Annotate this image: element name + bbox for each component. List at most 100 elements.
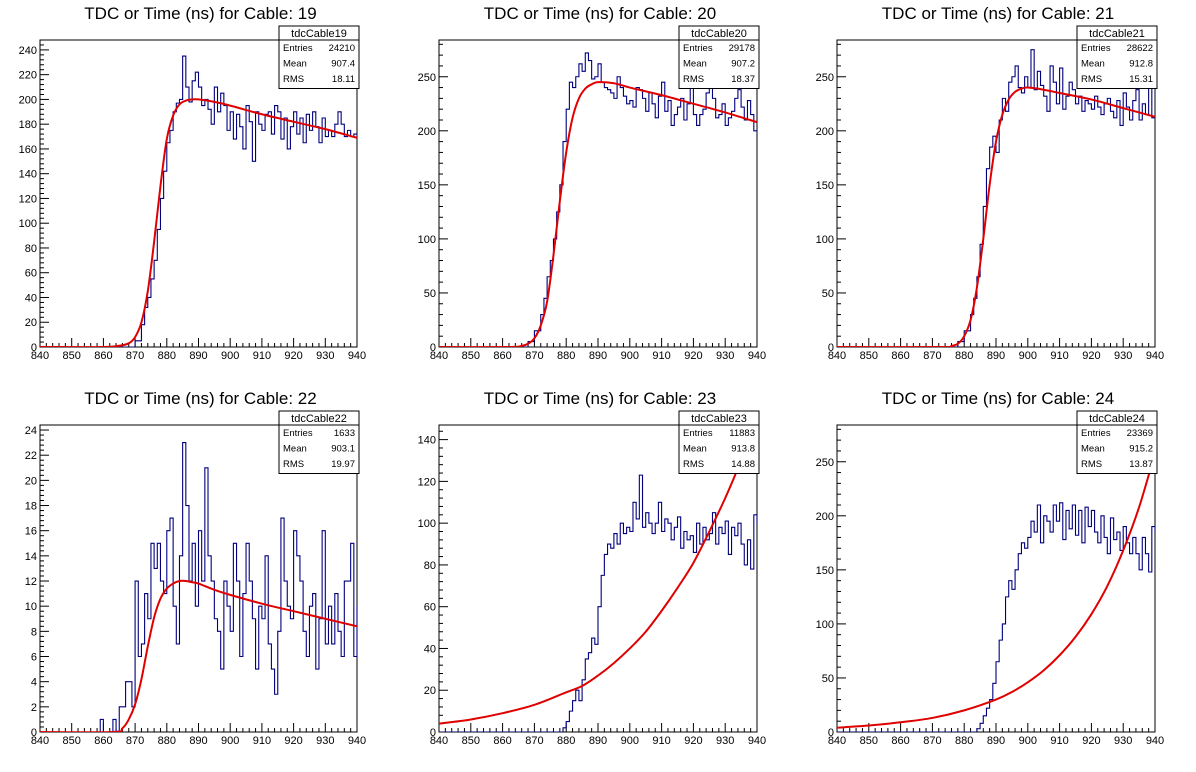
stats-label: Mean	[283, 59, 307, 70]
histogram-panel: TDC or Time (ns) for Cable: 21 840 850 860 8…	[816, 4, 1165, 362]
stats-value: 1633	[334, 428, 355, 439]
histogram-panel: TDC or Time (ns) for Cable: 19 840 850 860 8…	[19, 4, 367, 362]
stats-label: Entries	[283, 428, 313, 439]
x-tick-label: 860	[891, 735, 909, 747]
x-tick-label: 920	[284, 350, 302, 362]
x-tick-label: 920	[684, 735, 702, 747]
x-tick-label: 860	[94, 735, 112, 747]
y-tick-label: 50	[822, 673, 834, 685]
stats-value: 13.87	[1129, 459, 1153, 470]
y-tick-label: 240	[19, 45, 37, 57]
stats-box: tdcCable19 Entries 24210 Mean 907.4 RMS 18.11	[278, 25, 360, 89]
x-tick-label: 860	[493, 735, 511, 747]
y-tick-label: 0	[828, 727, 834, 739]
x-tick-label: 880	[158, 735, 176, 747]
y-tick-label: 0	[31, 727, 37, 739]
y-tick-label: 200	[816, 126, 834, 138]
x-tick-label: 900	[221, 735, 239, 747]
x-tick-label: 860	[891, 350, 909, 362]
x-tick-label: 940	[348, 350, 366, 362]
stats-value: 912.8	[1129, 59, 1153, 70]
x-tick-label: 910	[253, 350, 271, 362]
stats-box: tdcCable24 Entries 23369 Mean 915.2 RMS 13.87	[1076, 410, 1158, 474]
x-tick-label: 890	[987, 350, 1005, 362]
fit-curve	[837, 452, 1155, 729]
x-tick-label: 860	[493, 350, 511, 362]
x-tick-label: 840	[31, 735, 49, 747]
x-tick-label: 870	[525, 350, 543, 362]
stats-value: 14.88	[731, 459, 755, 470]
y-tick-label: 20	[25, 317, 37, 329]
stats-label: Entries	[1081, 43, 1111, 54]
stats-label: RMS	[683, 74, 704, 85]
x-tick-label: 850	[860, 735, 878, 747]
y-tick-label: 0	[430, 727, 436, 739]
histogram-series	[439, 474, 757, 732]
chart-title: TDC or Time (ns) for Cable: 24	[882, 389, 1114, 408]
stats-box-title: tdcCable24	[1089, 413, 1145, 425]
x-tick-label: 940	[748, 350, 766, 362]
x-tick-label: 920	[1082, 350, 1100, 362]
stats-label: Mean	[683, 444, 707, 455]
x-tick-label: 930	[316, 735, 334, 747]
stats-label: Mean	[1081, 59, 1105, 70]
stats-box-frame	[278, 410, 360, 474]
x-tick-label: 880	[955, 350, 973, 362]
stats-value: 907.4	[331, 59, 355, 70]
stats-value: 15.31	[1129, 74, 1153, 85]
y-tick-label: 120	[19, 193, 37, 205]
x-tick-label: 840	[828, 735, 846, 747]
stats-box-frame	[678, 25, 760, 89]
stats-value: 18.11	[332, 74, 355, 85]
chart-title: TDC or Time (ns) for Cable: 21	[882, 4, 1114, 23]
y-tick-label: 220	[19, 70, 37, 82]
stats-label: RMS	[1081, 459, 1102, 470]
y-tick-label: 180	[19, 119, 37, 131]
y-tick-label: 4	[31, 677, 37, 689]
x-tick-label: 900	[221, 350, 239, 362]
x-tick-label: 850	[860, 350, 878, 362]
y-tick-label: 150	[816, 565, 834, 577]
x-tick-label: 930	[316, 350, 334, 362]
y-tick-label: 100	[19, 218, 37, 230]
y-tick-label: 200	[19, 94, 37, 106]
y-tick-label: 200	[816, 511, 834, 523]
x-tick-label: 930	[716, 350, 734, 362]
stats-label: RMS	[1081, 74, 1102, 85]
y-tick-label: 16	[25, 526, 37, 538]
x-tick-label: 880	[955, 735, 973, 747]
stats-value: 903.1	[331, 444, 355, 455]
stats-value: 915.2	[1129, 444, 1153, 455]
stats-box-title: tdcCable21	[1089, 28, 1145, 40]
x-tick-label: 840	[430, 350, 448, 362]
stats-value: 913.8	[731, 444, 755, 455]
x-tick-label: 910	[253, 735, 271, 747]
x-tick-label: 920	[684, 350, 702, 362]
y-tick-label: 20	[424, 685, 436, 697]
y-tick-label: 0	[31, 342, 37, 354]
y-tick-label: 140	[418, 435, 436, 447]
chart-title: TDC or Time (ns) for Cable: 19	[84, 4, 316, 23]
y-tick-label: 140	[19, 169, 37, 181]
histogram-panel: TDC or Time (ns) for Cable: 20 840 850 860 8…	[418, 4, 767, 362]
fit-curve	[439, 81, 757, 347]
x-tick-label: 840	[828, 350, 846, 362]
stats-label: Mean	[683, 59, 707, 70]
stats-box-frame	[1076, 410, 1158, 474]
y-tick-label: 120	[418, 476, 436, 488]
stats-label: Entries	[1081, 428, 1111, 439]
y-tick-label: 80	[25, 243, 37, 255]
x-tick-label: 870	[126, 350, 144, 362]
x-tick-label: 840	[31, 350, 49, 362]
y-tick-label: 0	[430, 342, 436, 354]
x-tick-label: 910	[652, 735, 670, 747]
x-tick-label: 890	[189, 735, 207, 747]
x-tick-label: 870	[923, 350, 941, 362]
y-tick-label: 22	[25, 450, 37, 462]
stats-value: 907.2	[731, 59, 755, 70]
chart-title: TDC or Time (ns) for Cable: 22	[84, 389, 316, 408]
stats-value: 24210	[329, 43, 355, 54]
fit-curve	[40, 579, 357, 732]
x-tick-label: 930	[716, 735, 734, 747]
